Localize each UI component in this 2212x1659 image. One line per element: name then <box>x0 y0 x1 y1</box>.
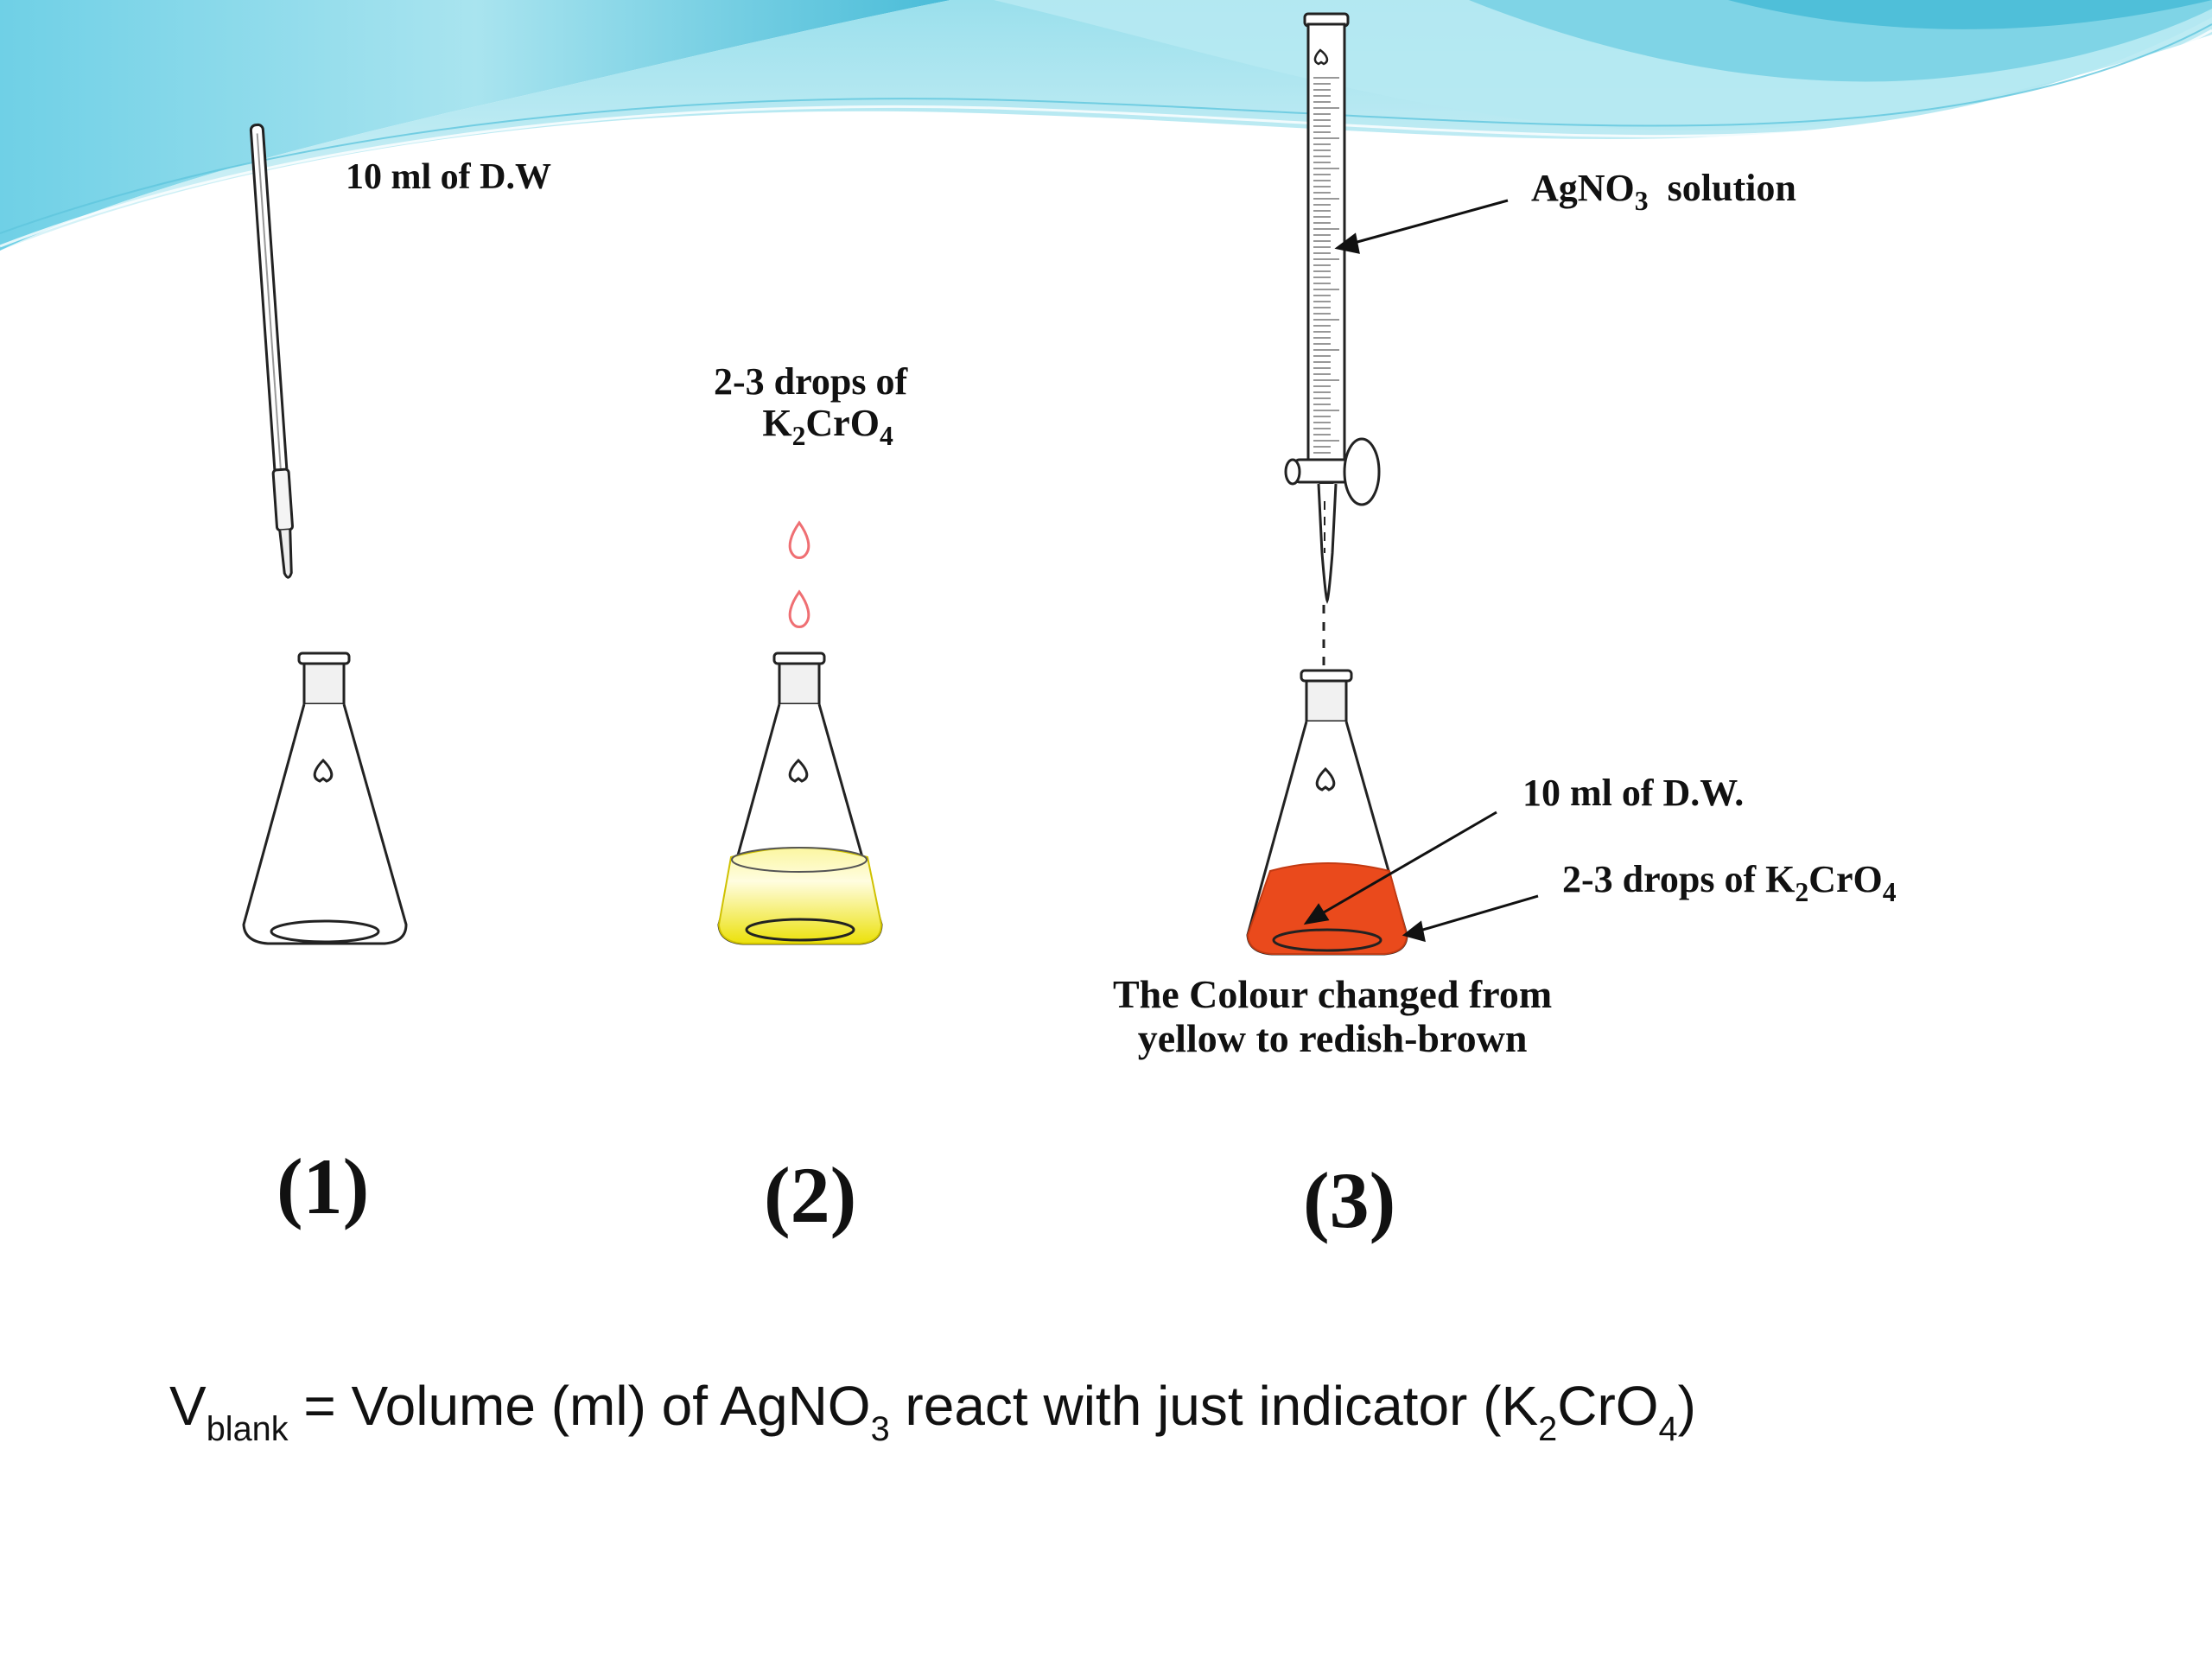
arrow-drops <box>1416 894 1539 933</box>
header-wave-decoration <box>0 0 2212 251</box>
flask-2 <box>717 652 883 945</box>
flask-3 <box>1246 669 1408 956</box>
pipette <box>249 123 294 579</box>
flask3-dw-label: 10 ml of D.W. <box>1522 772 1745 814</box>
burette-label: AgNO3 solution <box>1531 167 1796 217</box>
flask-1 <box>242 652 408 945</box>
burette <box>1284 12 1381 665</box>
colour-change-line1: The Colour changed from <box>1113 972 1553 1016</box>
colour-change-label: The Colour changed from yellow to redish… <box>1113 972 1553 1060</box>
arrow-dw <box>1317 810 1497 918</box>
drop-2 <box>788 589 810 628</box>
step-2-label: (2) <box>764 1151 857 1239</box>
pipette-label: 10 ml of D.W <box>346 157 551 197</box>
arrow-agno3 <box>1347 199 1509 246</box>
yellow-solution <box>717 847 883 944</box>
colour-change-line2: yellow to redish-brown <box>1137 1015 1528 1060</box>
drop-1 <box>788 520 810 559</box>
drops-label: 2-3 drops of K2CrO4 <box>714 360 908 452</box>
drops-label-line2: K2CrO4 <box>762 402 893 452</box>
flask3-drops-label: 2-3 drops of K2CrO4 <box>1562 858 1897 908</box>
step-1-label: (1) <box>276 1142 370 1230</box>
vblank-formula: Vblank = Volume (ml) of AgNO3 react with… <box>169 1375 1696 1448</box>
drops-label-line1: 2-3 drops of <box>714 360 908 403</box>
annotation-arrows <box>1303 199 1539 943</box>
step-3-label: (3) <box>1303 1156 1396 1244</box>
